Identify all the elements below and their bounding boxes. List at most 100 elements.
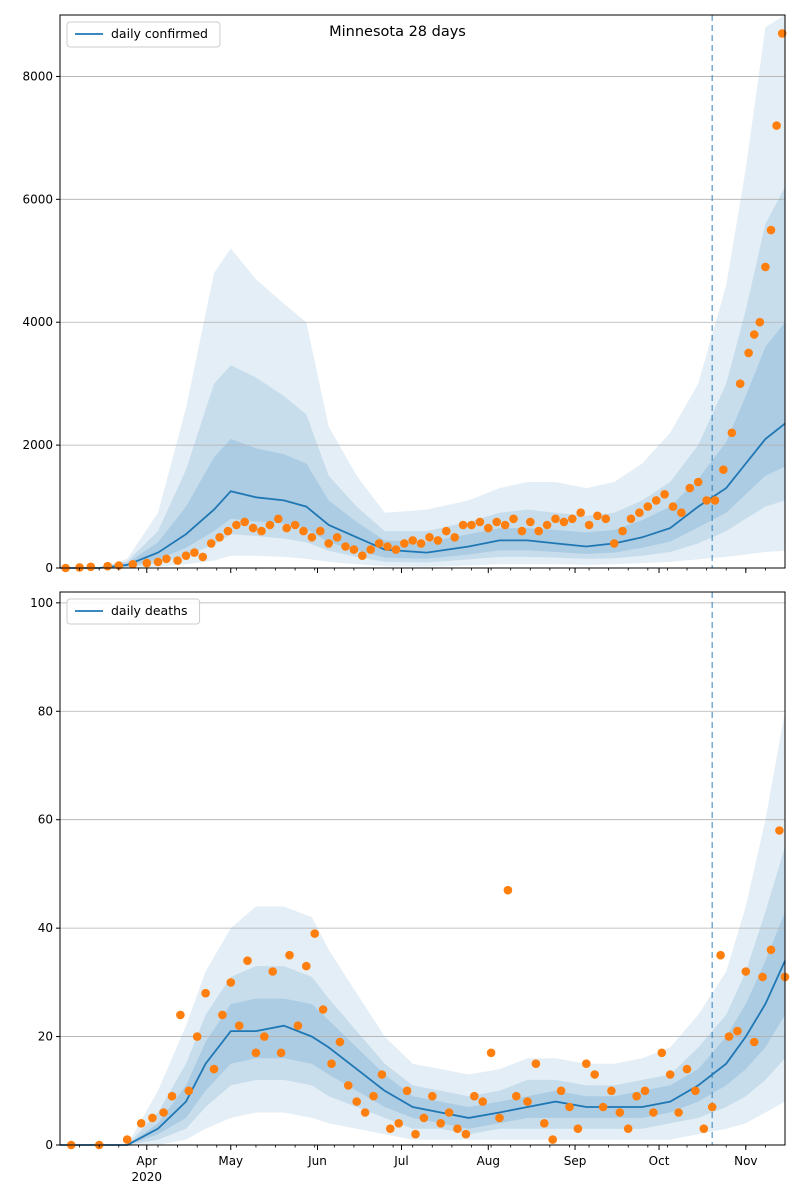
y-tick-label: 0 — [45, 561, 53, 575]
observed-point — [190, 548, 199, 557]
y-tick-label: 6000 — [22, 192, 53, 206]
observed-point — [582, 1059, 591, 1068]
deaths-legend: daily deaths — [66, 598, 201, 625]
observed-point — [755, 317, 765, 327]
observed-point — [268, 967, 278, 976]
deaths-gridlines — [60, 602, 785, 1037]
confirmed-panel: 0 2000 4000 6000 8000 Minnesota 28 days dail… — [22, 14, 787, 575]
observed-point — [290, 520, 300, 530]
observed-point — [565, 1102, 574, 1112]
observed-point — [103, 561, 112, 571]
legend-box — [66, 21, 221, 48]
observed-point — [285, 950, 294, 960]
observed-point — [332, 533, 342, 542]
observed-point — [442, 526, 451, 536]
y-tick-label: 4000 — [22, 315, 53, 329]
observed-point — [215, 533, 224, 542]
observed-point — [458, 520, 468, 530]
deaths-panel: 0 20 40 60 80 100 Apr 2020 May Jun Jul Aug Sep Oct No… — [30, 591, 790, 1184]
observed-point — [374, 539, 384, 548]
observed-point — [710, 496, 720, 505]
observed-point — [408, 536, 418, 545]
confirmed-x-ticks — [79, 568, 766, 573]
band-outer — [60, 15, 785, 568]
observed-point — [341, 542, 350, 551]
x-tick-label: Aug — [477, 1154, 500, 1168]
observed-point — [400, 539, 409, 548]
observed-point — [436, 1119, 446, 1128]
observed-point — [534, 526, 543, 536]
observed-point — [260, 1032, 269, 1041]
observed-point — [206, 539, 216, 548]
observed-point — [526, 517, 535, 527]
observed-point — [492, 517, 502, 527]
y-tick-label: 40 — [38, 921, 53, 935]
observed-point — [607, 1086, 616, 1096]
observed-point — [657, 1048, 667, 1058]
observed-point — [394, 1119, 404, 1128]
observed-point — [232, 520, 241, 530]
observed-point — [450, 533, 460, 542]
series-line — [60, 422, 786, 569]
observed-point — [416, 539, 426, 548]
observed-point — [523, 1097, 532, 1106]
observed-point — [635, 508, 644, 517]
observed-point — [142, 558, 152, 568]
legend-label: daily deaths — [111, 603, 188, 618]
observed-point — [475, 517, 485, 527]
observed-point — [741, 967, 751, 976]
observed-point — [668, 502, 678, 511]
observed-point — [265, 520, 275, 530]
observed-point — [702, 496, 711, 505]
observed-point — [749, 330, 759, 339]
observed-point — [674, 1108, 683, 1117]
observed-point — [685, 483, 695, 493]
observed-point — [352, 1097, 362, 1106]
observed-point — [159, 1108, 168, 1117]
observed-point — [724, 1032, 734, 1041]
observed-point — [344, 1081, 353, 1090]
observed-point — [218, 1010, 227, 1020]
x-tick-year-label: 2020 — [132, 1170, 163, 1184]
observed-point — [707, 1102, 717, 1112]
observed-point — [556, 1086, 566, 1096]
observed-point — [243, 956, 252, 965]
observed-point — [719, 465, 728, 475]
observed-point — [693, 477, 703, 487]
observed-point — [618, 526, 627, 536]
observed-point — [467, 520, 476, 530]
band-mid — [60, 846, 785, 1145]
observed-point — [461, 1129, 471, 1139]
observed-point — [299, 526, 308, 536]
observed-point — [223, 526, 233, 536]
observed-point — [383, 542, 392, 551]
observed-point — [153, 557, 163, 567]
observed-point — [682, 1064, 692, 1074]
observed-point — [327, 1059, 336, 1068]
observed-point — [643, 502, 653, 511]
observed-point — [310, 929, 320, 938]
observed-point — [201, 988, 210, 998]
observed-point — [593, 511, 602, 521]
observed-point — [766, 225, 776, 235]
observed-point — [248, 523, 258, 533]
observed-point — [559, 517, 569, 527]
observed-point — [699, 1124, 709, 1133]
observed-point — [584, 520, 594, 530]
observed-point — [360, 1108, 370, 1117]
observed-point — [727, 428, 737, 438]
observed-point — [495, 1113, 504, 1123]
observed-point — [184, 1086, 194, 1096]
observed-point — [772, 121, 781, 130]
observed-point — [366, 545, 376, 554]
x-tick-label: May — [218, 1154, 243, 1168]
deaths-y-axis: 0 20 40 60 80 100 — [30, 596, 60, 1152]
observed-point — [257, 526, 266, 536]
observed-point — [122, 1135, 132, 1144]
observed-point — [198, 552, 208, 562]
observed-point — [486, 1048, 496, 1058]
y-tick-label: 60 — [38, 813, 53, 827]
observed-point — [411, 1129, 420, 1139]
observed-point — [391, 545, 401, 554]
